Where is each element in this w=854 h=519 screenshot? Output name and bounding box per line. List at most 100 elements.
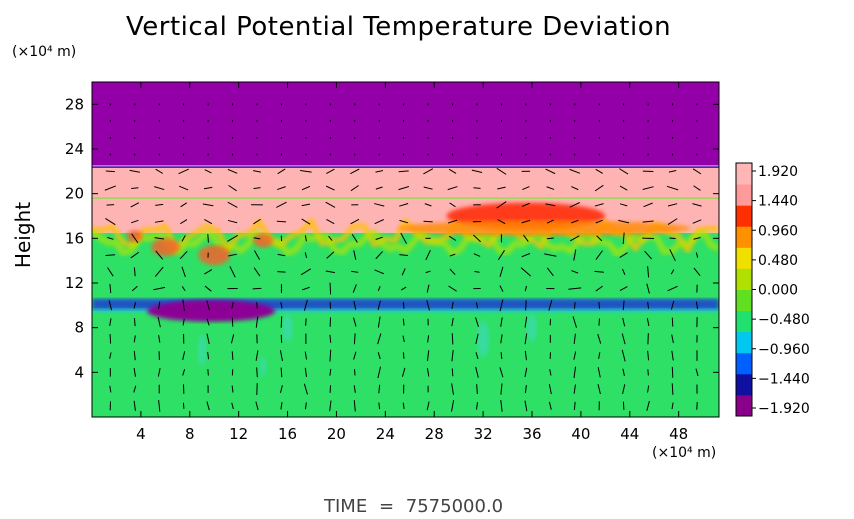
wind-arrow <box>155 250 164 260</box>
wind-arrow <box>546 219 554 224</box>
wind-arrow <box>671 350 674 361</box>
wind-arrow <box>351 233 358 243</box>
x-tick-label: 12 <box>229 425 248 443</box>
wind-arrow <box>597 367 601 378</box>
wind-arrow <box>500 317 503 327</box>
wind-arrow <box>304 351 308 360</box>
wind-arrow <box>154 186 165 191</box>
wind-arrow <box>496 201 507 209</box>
wind-arrow <box>253 187 261 190</box>
wind-arrow <box>524 400 528 412</box>
wind-arrow <box>230 334 235 344</box>
interface-edge-lower <box>92 226 719 259</box>
turbulent-pocket <box>126 230 143 243</box>
x-tick-label: 8 <box>185 425 195 443</box>
colorbar-swatch <box>736 394 752 417</box>
x-tick-label: 48 <box>669 425 688 443</box>
wind-arrow <box>280 367 283 378</box>
wind-arrow <box>400 232 407 244</box>
wind-arrow <box>398 186 410 191</box>
wind-arrow <box>594 270 604 273</box>
wind-arrow <box>182 318 185 326</box>
wind-arrow <box>497 186 506 190</box>
wind-arrow <box>448 168 457 174</box>
wind-arrow <box>207 369 209 376</box>
wind-arrow <box>668 170 677 173</box>
wind-arrow <box>301 286 310 291</box>
colorbar-label: −1.440 <box>758 371 810 387</box>
y-unit-label: (×10⁴ m) <box>12 44 77 60</box>
wind-arrow <box>375 170 384 173</box>
wind-arrow <box>426 350 430 361</box>
wind-arrow <box>598 301 601 309</box>
wind-arrow <box>499 367 504 378</box>
x-tick-label: 4 <box>136 425 146 443</box>
wind-arrow <box>129 169 140 173</box>
colorbar-label: −1.920 <box>758 401 810 417</box>
wind-arrow <box>203 186 213 190</box>
region-upper-layer <box>92 82 719 168</box>
wind-arrow <box>304 235 307 242</box>
wind-arrow <box>622 232 625 245</box>
wind-arrow <box>548 384 552 395</box>
wind-arrow <box>451 317 454 327</box>
wind-arrow <box>520 267 532 277</box>
wind-arrow <box>622 317 626 327</box>
wind-arrow <box>375 251 384 260</box>
plume <box>198 334 206 366</box>
x-tick-label: 16 <box>278 425 297 443</box>
wind-arrow <box>571 270 579 274</box>
wind-arrow <box>426 300 430 311</box>
wind-arrow <box>277 253 286 257</box>
y-tick-label: 12 <box>65 274 84 292</box>
x-tick-label: 28 <box>425 425 444 443</box>
wind-arrow <box>423 186 433 190</box>
wind-arrow <box>402 318 405 326</box>
wind-arrow <box>227 168 238 174</box>
wind-arrow <box>206 318 210 326</box>
wind-arrow <box>280 402 283 410</box>
y-axis: 4 8 12 16 20 24 28 <box>65 95 719 381</box>
wind-arrow <box>178 168 189 175</box>
wind-arrow <box>228 184 237 192</box>
wind-arrow <box>204 169 212 174</box>
wind-arrow <box>544 253 557 257</box>
wind-arrow <box>574 302 576 309</box>
wind-arrow <box>280 302 283 309</box>
wind-arrow <box>182 369 186 376</box>
wind-arrow <box>595 250 603 260</box>
wind-arrow <box>595 285 603 292</box>
wind-arrow <box>133 317 136 327</box>
wind-arrow <box>667 285 678 292</box>
wind-arrow <box>300 170 312 173</box>
wind-arrow <box>326 251 335 259</box>
wind-arrow <box>693 236 701 240</box>
wind-arrow <box>475 333 479 345</box>
wind-arrow <box>447 186 458 191</box>
wind-arrow <box>181 266 186 278</box>
wind-arrow <box>449 202 456 208</box>
wind-arrow <box>569 202 580 208</box>
wind-arrow <box>206 300 210 311</box>
wind-arrow <box>473 234 481 243</box>
wind-arrow <box>255 350 259 361</box>
wind-arrow <box>696 401 698 410</box>
wind-arrow <box>109 318 112 326</box>
wind-arrow <box>231 385 234 393</box>
cyan-fringe <box>92 308 719 313</box>
turbulent-pocket <box>253 233 274 248</box>
wind-arrow <box>182 402 185 409</box>
wind-arrow <box>377 286 381 292</box>
wind-arrow <box>449 268 456 276</box>
wind-arrow <box>571 186 579 191</box>
wind-arrow <box>182 299 185 312</box>
wind-arrow <box>350 185 359 192</box>
wind-arrow <box>695 301 699 310</box>
wind-arrow <box>255 316 259 328</box>
wind-arrow <box>647 369 649 376</box>
wind-arrow <box>473 187 481 189</box>
wind-arrow <box>106 204 115 206</box>
wind-arrow <box>133 267 136 277</box>
wind-arrow <box>471 169 483 174</box>
wind-arrow <box>329 400 332 412</box>
